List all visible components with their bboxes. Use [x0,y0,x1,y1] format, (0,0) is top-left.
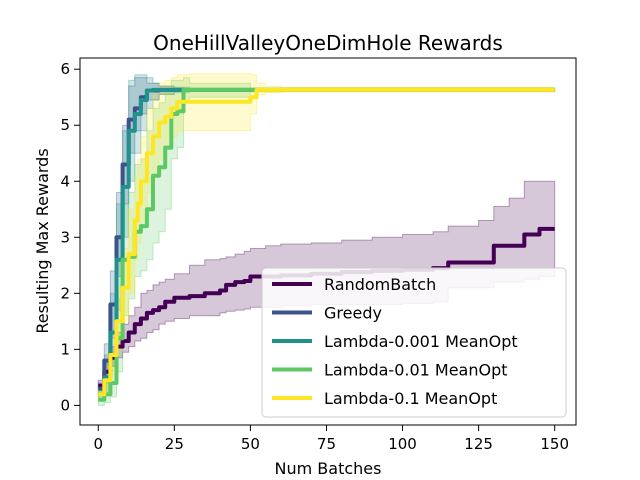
y-axis-ticks: 0 1 2 3 4 5 6 [60,60,80,414]
x-tick-label: 150 [540,435,569,453]
y-tick-label: 3 [60,228,70,246]
x-axis-label: Num Batches [275,459,382,478]
legend-label-lambda-0-01-meanopt: Lambda-0.01 MeanOpt [324,361,508,380]
x-tick-label: 75 [317,435,336,453]
x-tick-label: 25 [165,435,184,453]
plot-frame [79,57,577,426]
legend-label-lambda-0-1-meanopt: Lambda-0.1 MeanOpt [324,389,497,408]
y-tick-label: 1 [60,340,70,358]
series-line-lambda-0-1-meanopt [98,87,555,397]
series-line-lambda-0-01-meanopt [98,87,555,402]
y-axis-label: Resulting Max Rewards [33,148,52,333]
x-axis-ticks: 0 25 50 75 100 125 150 [93,425,569,453]
series-line-lambda-0-001-meanopt [98,87,555,397]
legend-box [261,267,567,418]
y-tick-label: 0 [60,396,70,414]
legend-label-lambda-0-001-meanopt: Lambda-0.001 MeanOpt [324,332,518,351]
legend-label-randombatch: RandomBatch [324,275,436,294]
y-tick-label: 2 [60,284,70,302]
x-tick-label: 125 [464,435,493,453]
x-tick-label: 50 [241,435,260,453]
x-tick-label: 100 [388,435,417,453]
legend-label-greedy: Greedy [324,304,382,323]
legend: RandomBatch Greedy Lambda-0.001 MeanOpt Lam… [261,267,567,418]
y-tick-label: 4 [60,172,70,190]
chart-title: OneHillValleyOneDimHole Rewards [153,31,503,55]
y-tick-label: 5 [60,116,70,134]
y-tick-label: 6 [60,60,70,78]
x-tick-label: 0 [93,435,103,453]
